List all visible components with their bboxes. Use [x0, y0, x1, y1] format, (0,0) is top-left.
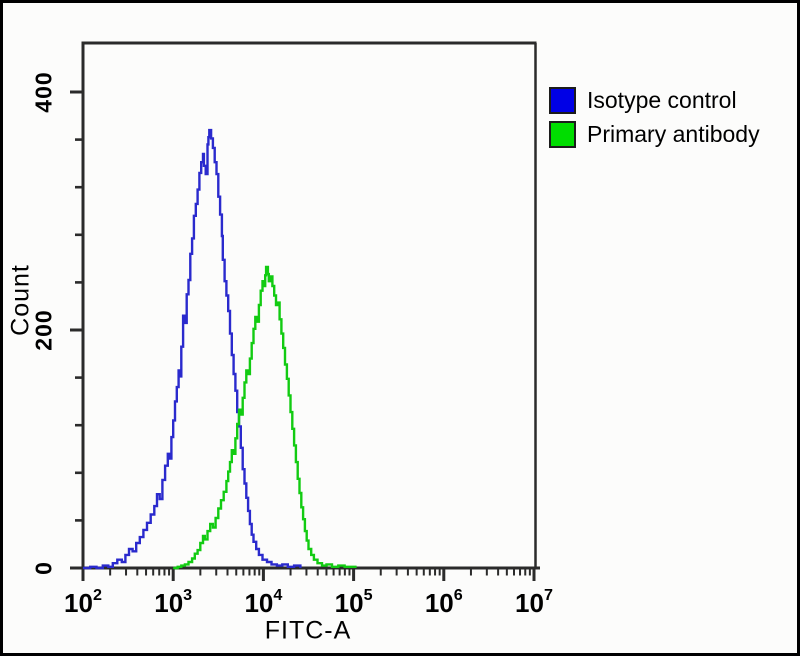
- x-tick-label-10e7: 107: [515, 585, 553, 618]
- x-tick-label-10e2: 102: [64, 585, 102, 618]
- legend-label-primary-antibody: Primary antibody: [587, 121, 760, 147]
- y-tick-label-400: 400: [30, 71, 57, 113]
- legend-item-primary-antibody: Primary antibody: [549, 120, 760, 149]
- y-tick-label-200: 200: [30, 309, 57, 351]
- x-tick-label-10e4: 104: [244, 585, 283, 618]
- legend-item-isotype-control: Isotype control: [549, 86, 760, 115]
- y-tick-label-0: 0: [30, 561, 57, 575]
- isotype-control-swatch: [549, 87, 576, 114]
- x-tick-label-10e6: 106: [424, 585, 463, 618]
- x-tick-label-10e3: 103: [154, 585, 193, 618]
- x-tick-label-10e5: 105: [334, 585, 373, 618]
- x-axis-title: FITC-A: [264, 616, 352, 645]
- primary-antibody-curve: [173, 265, 357, 570]
- isotype-control-curve: [83, 128, 302, 570]
- legend-label-isotype-control: Isotype control: [587, 87, 737, 113]
- primary-antibody-swatch: [549, 121, 576, 148]
- legend: Isotype control Primary antibody: [549, 86, 760, 154]
